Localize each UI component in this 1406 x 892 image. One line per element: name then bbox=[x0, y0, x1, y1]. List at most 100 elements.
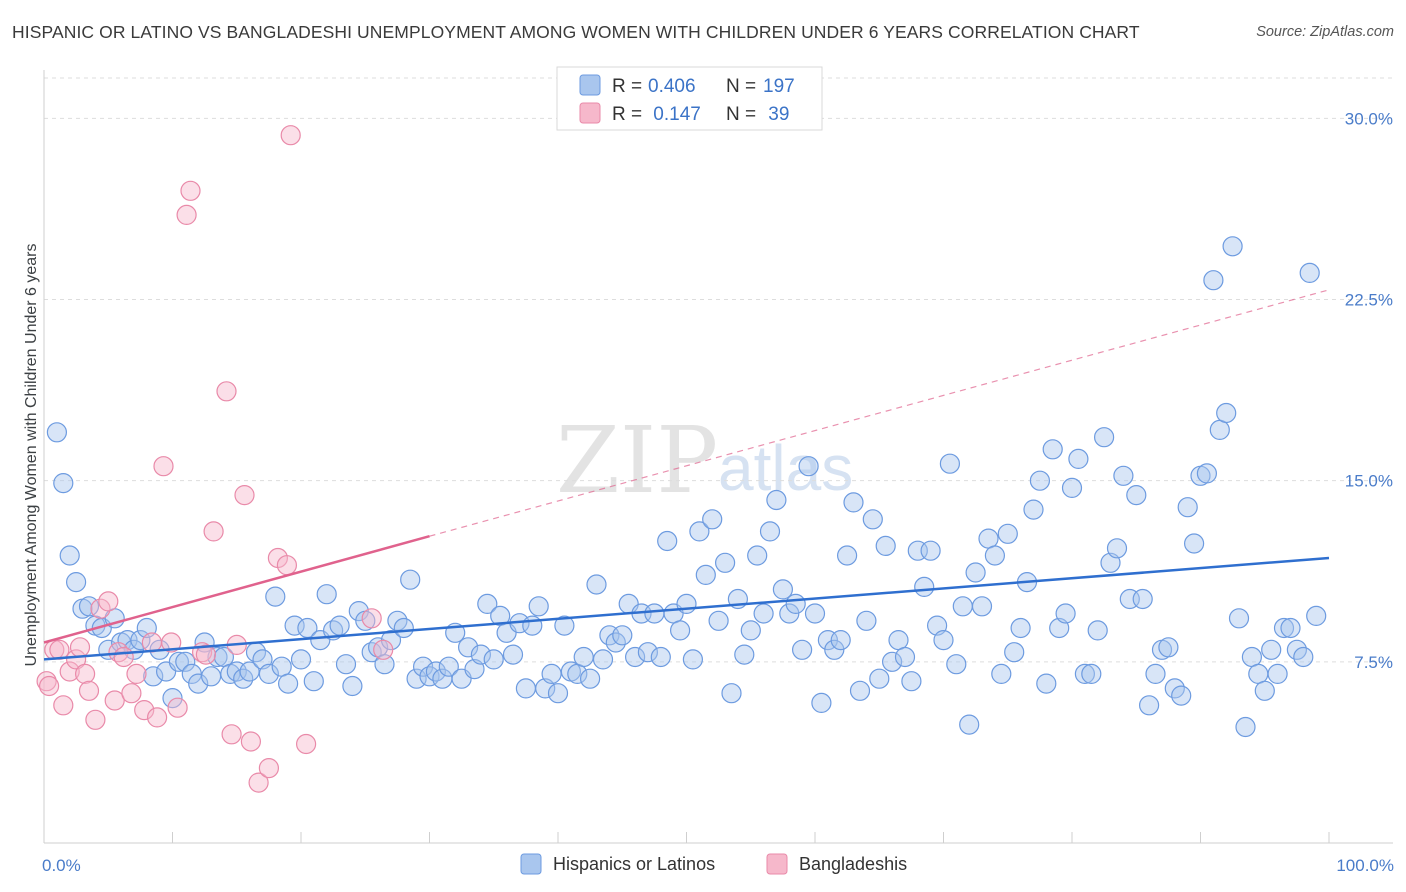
hispanics-point bbox=[984, 545, 1006, 566]
series-bangladeshis-points bbox=[36, 125, 394, 793]
hispanics-point bbox=[946, 654, 967, 675]
legend-swatch-blue bbox=[579, 74, 601, 96]
hispanics-point bbox=[53, 473, 74, 494]
hispanics-point bbox=[875, 535, 896, 557]
hispanics-point bbox=[528, 596, 549, 617]
hispanics-point bbox=[59, 545, 80, 566]
hispanics-point bbox=[682, 649, 704, 670]
bottom-legend-label-pink: Bangladeshis bbox=[799, 854, 907, 874]
bangladeshis-point bbox=[74, 663, 96, 685]
hispanics-point bbox=[791, 639, 813, 660]
hispanics-point bbox=[772, 579, 794, 600]
hispanics-point bbox=[894, 646, 916, 668]
bangladeshis-point bbox=[180, 180, 201, 201]
hispanics-point bbox=[393, 617, 414, 639]
legend: R = 0.406 N = 197 R = 0.147 N = 39 bbox=[556, 66, 823, 131]
bangladeshis-point bbox=[147, 707, 168, 728]
hispanics-point bbox=[657, 530, 678, 552]
hispanics-point bbox=[258, 663, 279, 685]
hispanics-point bbox=[1036, 673, 1057, 694]
hispanics-point bbox=[515, 678, 537, 699]
bangladeshis-trend-extension bbox=[429, 289, 1330, 537]
hispanics-point bbox=[689, 521, 710, 542]
watermark-atlas: atlas bbox=[718, 432, 853, 504]
legend-n-value-pink: 39 bbox=[763, 104, 789, 125]
hispanics-point bbox=[971, 596, 993, 617]
bangladeshis-point bbox=[234, 485, 255, 506]
hispanics-point bbox=[290, 649, 312, 670]
bangladeshis-point bbox=[240, 731, 261, 752]
bangladeshis-point bbox=[296, 733, 317, 755]
hispanics-point bbox=[978, 528, 999, 549]
hispanics-trend-line bbox=[43, 556, 1330, 661]
hispanics-point bbox=[624, 646, 646, 668]
hispanics-point bbox=[1177, 497, 1198, 518]
hispanics-point bbox=[759, 521, 781, 542]
hispanics-point bbox=[1254, 680, 1275, 701]
bangladeshis-point bbox=[248, 772, 269, 793]
hispanics-point bbox=[522, 615, 543, 636]
axes bbox=[43, 70, 1393, 844]
hispanics-point bbox=[920, 540, 941, 561]
hispanics-point bbox=[824, 639, 845, 660]
hispanics-point bbox=[573, 646, 594, 668]
hispanics-point bbox=[1273, 617, 1295, 639]
bangladeshis-point bbox=[85, 709, 106, 730]
hispanics-point bbox=[406, 668, 427, 689]
hispanics-point bbox=[862, 509, 883, 530]
chart-source: Source: ZipAtlas.com bbox=[1256, 24, 1394, 40]
legend-n-label-pink: N = bbox=[726, 104, 756, 125]
trend-lines bbox=[43, 289, 1330, 661]
hispanics-point bbox=[849, 680, 871, 701]
hispanics-point bbox=[785, 593, 806, 615]
legend-box bbox=[556, 66, 823, 131]
hispanics-point bbox=[804, 603, 826, 624]
hispanics-point bbox=[1010, 617, 1031, 639]
bangladeshis-point bbox=[161, 632, 182, 653]
hispanics-point bbox=[168, 651, 189, 672]
bangladeshis-point bbox=[53, 695, 74, 716]
hispanics-point bbox=[1145, 663, 1166, 685]
hispanics-point bbox=[271, 656, 292, 677]
hispanics-point bbox=[335, 654, 357, 675]
grid bbox=[44, 77, 1393, 663]
hispanics-point bbox=[46, 422, 68, 443]
bangladeshis-point bbox=[167, 697, 188, 718]
bangladeshis-point bbox=[69, 637, 91, 658]
hispanics-point bbox=[1261, 639, 1282, 660]
hispanics-point bbox=[1106, 538, 1128, 559]
hispanics-point bbox=[702, 509, 723, 530]
hispanics-point bbox=[1138, 695, 1160, 716]
hispanics-point bbox=[303, 671, 324, 692]
hispanics-point bbox=[708, 610, 729, 631]
hispanics-point bbox=[695, 564, 716, 586]
hispanics-point bbox=[483, 649, 504, 670]
hispanics-point bbox=[1196, 463, 1218, 484]
bangladeshis-point bbox=[90, 598, 111, 619]
hispanics-point bbox=[753, 603, 774, 624]
hispanics-point bbox=[592, 649, 614, 670]
bangladeshis-point bbox=[361, 608, 382, 629]
hispanics-point bbox=[676, 593, 697, 615]
hispanics-point bbox=[933, 629, 954, 651]
hispanics-point bbox=[1267, 663, 1288, 685]
chart-title: HISPANIC OR LATINO VS BANGLADESHI UNEMPL… bbox=[12, 22, 1140, 42]
hispanics-point bbox=[547, 683, 569, 704]
hispanics-point bbox=[1183, 533, 1205, 554]
bangladeshis-point bbox=[176, 204, 197, 225]
hispanics-point bbox=[162, 687, 183, 709]
watermark-zip: ZIP bbox=[556, 407, 718, 514]
bottom-legend-swatch-blue bbox=[520, 853, 542, 875]
series-hispanics-points bbox=[46, 236, 1327, 738]
hispanics-point bbox=[830, 629, 851, 651]
hispanics-point bbox=[470, 644, 491, 665]
hispanics-point bbox=[348, 600, 369, 622]
hispanics-point bbox=[888, 629, 909, 651]
hispanics-point bbox=[1074, 663, 1096, 685]
x-tick-label-min: 0.0% bbox=[42, 856, 81, 875]
hispanics-point bbox=[1061, 477, 1083, 498]
hispanics-point bbox=[123, 639, 144, 660]
hispanics-point bbox=[1306, 605, 1327, 627]
hispanics-point bbox=[175, 651, 196, 672]
